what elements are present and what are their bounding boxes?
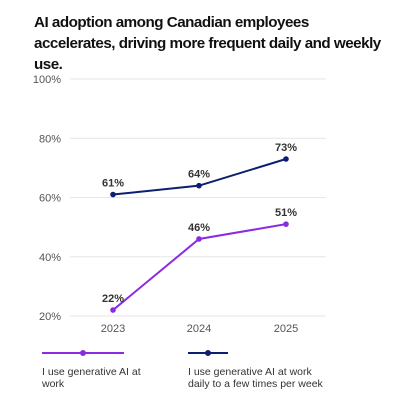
- legend-label-1: I use generative AI at work: [42, 366, 141, 390]
- x-tick-label: 2025: [274, 323, 298, 335]
- legend-marker-1: [80, 350, 86, 356]
- data-label: 22%: [102, 293, 124, 305]
- legend-swatch-2: [188, 350, 228, 356]
- data-label: 61%: [102, 178, 124, 190]
- data-point: [110, 191, 116, 198]
- x-tick-label: 2023: [101, 323, 125, 335]
- y-tick-label: 60%: [39, 193, 61, 205]
- data-label: 51%: [275, 207, 297, 219]
- legend-label-2: I use generative AI at work daily to a f…: [188, 366, 323, 390]
- legend-marker-2: [205, 350, 211, 356]
- y-tick-label: 80%: [39, 133, 61, 145]
- data-point: [196, 182, 202, 189]
- data-point: [196, 236, 202, 242]
- data-point: [110, 307, 116, 313]
- data-point: [283, 156, 289, 162]
- y-tick-label: 40%: [39, 252, 61, 264]
- legend-swatch-1: [42, 350, 124, 356]
- chart-title: AI adoption among Canadian employees acc…: [34, 14, 381, 73]
- x-tick-label: 2024: [187, 323, 211, 335]
- data-point: [283, 221, 289, 227]
- y-tick-label: 100%: [33, 74, 61, 86]
- data-label: 64%: [188, 169, 210, 181]
- data-label: 46%: [188, 222, 210, 234]
- data-label: 73%: [275, 142, 297, 154]
- y-tick-label: 20%: [39, 311, 61, 323]
